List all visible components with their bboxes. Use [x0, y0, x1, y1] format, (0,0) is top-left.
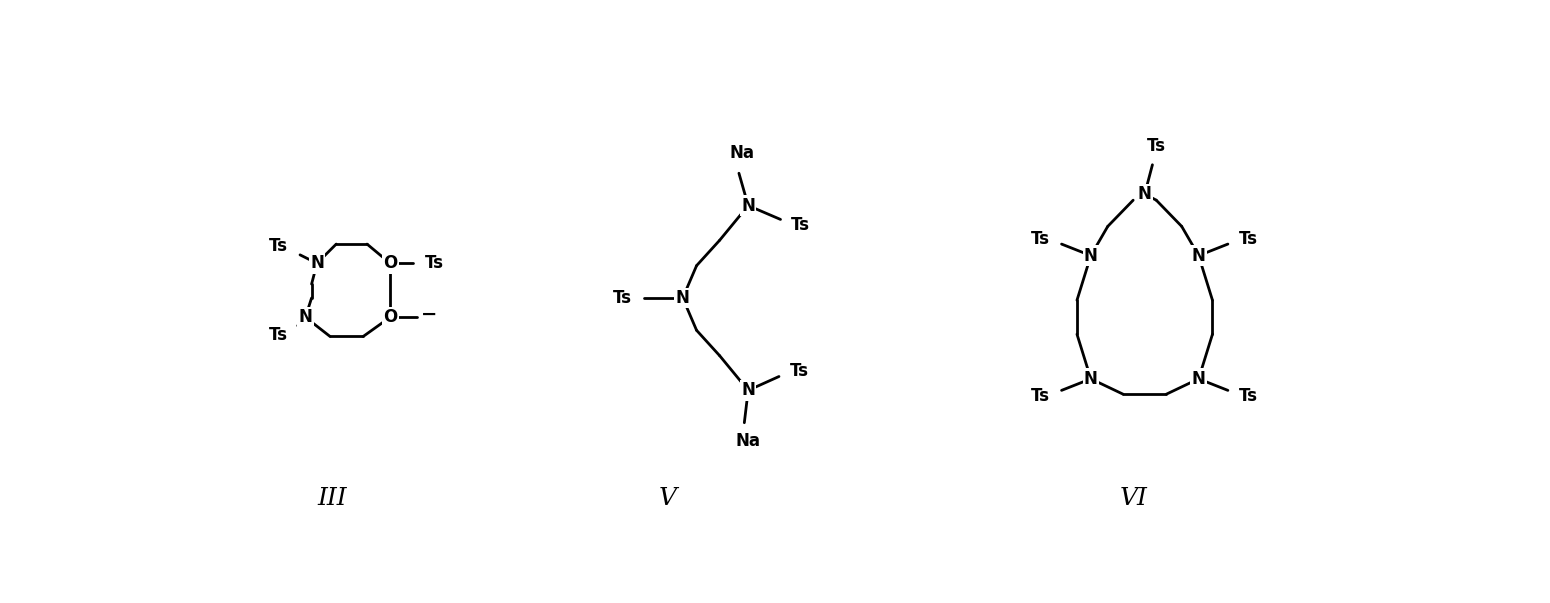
Text: Na: Na	[730, 144, 755, 162]
Text: O: O	[383, 308, 397, 326]
Text: N: N	[1083, 370, 1097, 388]
Text: N: N	[741, 381, 755, 399]
Text: VI: VI	[1119, 487, 1147, 510]
Text: Ts: Ts	[1238, 387, 1259, 405]
Text: Ts: Ts	[1238, 230, 1259, 248]
Text: N: N	[1192, 370, 1206, 388]
Text: N: N	[676, 289, 690, 307]
Text: −: −	[422, 305, 437, 324]
Text: V: V	[659, 487, 676, 510]
Text: Ts: Ts	[790, 216, 811, 234]
Text: Ts: Ts	[1031, 230, 1051, 248]
Text: Ts: Ts	[789, 362, 809, 380]
Text: Ts: Ts	[270, 236, 288, 254]
Text: N: N	[1083, 247, 1097, 265]
Text: III: III	[318, 487, 347, 510]
Text: Ts: Ts	[270, 326, 288, 344]
Text: O: O	[383, 254, 397, 273]
Text: Ts: Ts	[1031, 387, 1051, 405]
Text: N: N	[1138, 185, 1152, 203]
Text: N: N	[1192, 247, 1206, 265]
Text: N: N	[741, 197, 755, 215]
Text: Ts: Ts	[425, 254, 445, 273]
Text: Ts: Ts	[614, 289, 632, 307]
Text: N: N	[310, 254, 324, 273]
Text: Na: Na	[736, 432, 761, 450]
Text: N: N	[299, 308, 313, 326]
Text: Ts: Ts	[1147, 137, 1166, 156]
